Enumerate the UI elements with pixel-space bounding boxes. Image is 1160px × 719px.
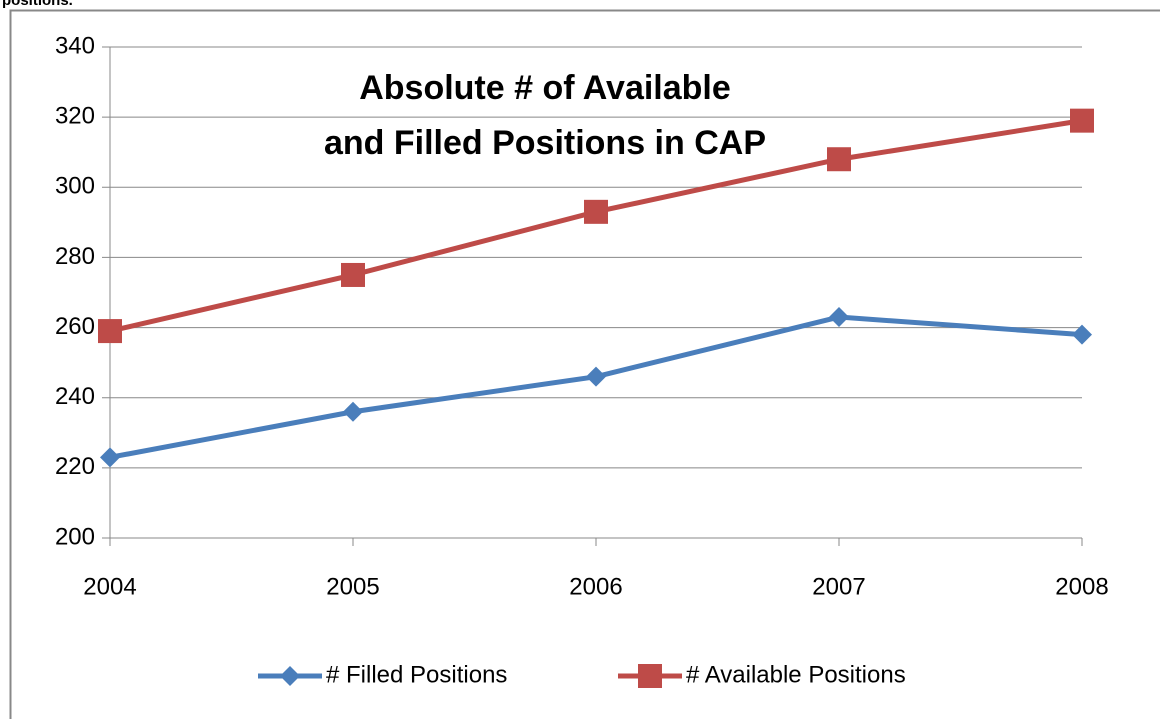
legend-label: # Available Positions	[686, 661, 906, 688]
data-point	[827, 147, 851, 172]
x-tick-label: 2004	[83, 573, 136, 600]
data-point	[343, 401, 363, 422]
data-point	[584, 199, 608, 224]
y-tick-label: 240	[55, 383, 95, 410]
y-tick-label: 320	[55, 102, 95, 129]
y-tick-label: 220	[55, 453, 95, 480]
legend-marker	[280, 666, 300, 686]
x-tick-label: 2006	[569, 573, 622, 600]
x-tick-label: 2005	[326, 573, 379, 600]
legend-label: # Filled Positions	[326, 661, 507, 688]
data-point	[829, 307, 849, 328]
data-point	[1070, 108, 1094, 133]
data-point	[341, 262, 365, 287]
series-line	[109, 314, 1083, 460]
y-tick-label: 200	[55, 523, 95, 550]
y-tick-label: 300	[55, 173, 95, 200]
legend-marker	[638, 664, 662, 688]
chart-title: Absolute # of Available	[359, 69, 731, 107]
chart-title: and Filled Positions in CAP	[324, 124, 766, 162]
caption: positions.	[2, 0, 73, 9]
data-point	[98, 319, 122, 344]
y-tick-label: 260	[55, 313, 95, 340]
y-tick-label: 340	[55, 32, 95, 59]
y-tick-label: 280	[55, 243, 95, 270]
chart-border	[9, 9, 1160, 719]
x-tick-label: 2007	[812, 573, 865, 600]
data-point	[100, 447, 120, 468]
data-point	[586, 366, 606, 387]
x-tick-label: 2008	[1055, 573, 1108, 600]
data-point	[1072, 324, 1092, 345]
